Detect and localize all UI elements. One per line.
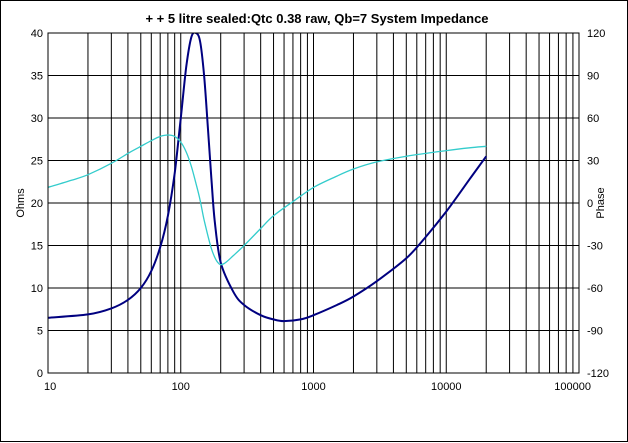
y-left-tick-label: 0 <box>37 368 43 380</box>
y-right-tick-label: 90 <box>587 71 599 83</box>
y-axis-right-label: Phase <box>595 187 607 218</box>
y-left-tick-label: 40 <box>31 28 43 40</box>
y-right-tick-label: 120 <box>587 28 605 40</box>
y-right-tick-label: 60 <box>587 113 599 125</box>
y-left-tick-label: 20 <box>31 198 43 210</box>
y-right-tick-label: 0 <box>587 198 593 210</box>
series-layer <box>48 33 488 323</box>
plot-area-border <box>47 32 580 374</box>
y-right-tick-label: -60 <box>587 283 603 295</box>
impedance-series-line <box>48 33 488 323</box>
y-left-tick-label: 25 <box>31 156 43 168</box>
y-right-tick-label: -30 <box>587 241 603 253</box>
y-axis-left-label: Ohms <box>15 188 27 218</box>
x-tick-label: 100 <box>172 381 190 393</box>
y-left-tick-label: 35 <box>31 71 43 83</box>
y-right-tick-label: -90 <box>587 326 603 338</box>
x-tick-label: 10000 <box>431 381 462 393</box>
x-tick-label: 100000 <box>554 381 591 393</box>
x-tick-label: 10 <box>44 381 56 393</box>
y-right-tick-label: 30 <box>587 156 599 168</box>
y-left-tick-label: 10 <box>31 283 43 295</box>
x-tick-label: 1000 <box>301 381 325 393</box>
y-left-tick-label: 15 <box>31 241 43 253</box>
y-left-tick-label: 5 <box>37 326 43 338</box>
tick-labels: 0 5 10 15 20 25 30 35 40 -120 -90 -60 -30 0 30 60 90 120 1… <box>31 28 609 393</box>
y-right-tick-label: -120 <box>587 368 609 380</box>
chart-title: + + 5 litre sealed:Qtc 0.38 raw, Qb=7 Sy… <box>145 11 488 26</box>
grid <box>48 33 579 373</box>
phase-series-line <box>48 134 487 266</box>
y-left-tick-label: 30 <box>31 113 43 125</box>
